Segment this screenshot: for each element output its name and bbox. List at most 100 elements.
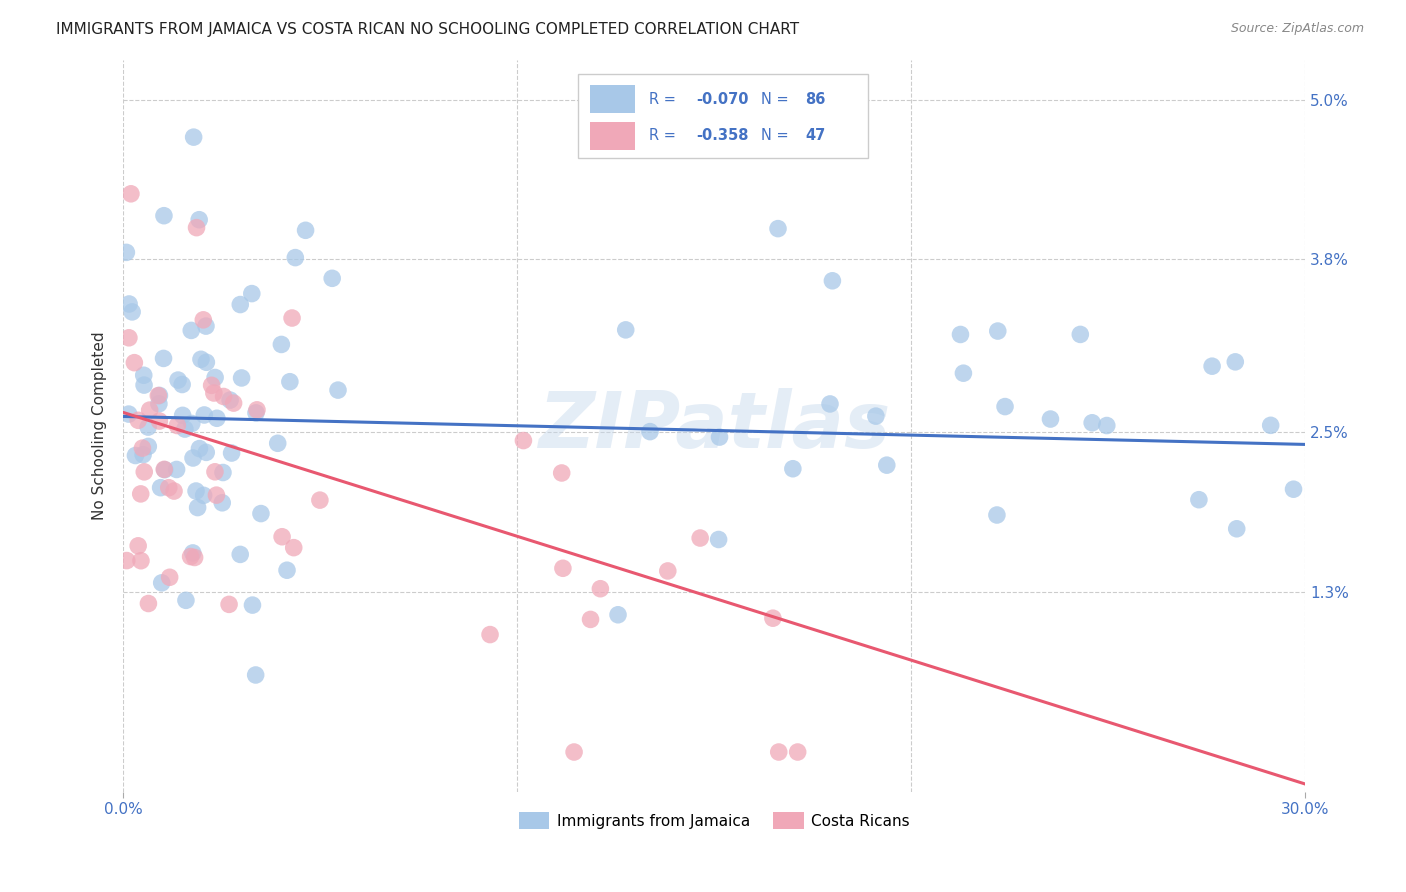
Point — [245, 406, 267, 420]
Point — [153, 209, 176, 223]
Point — [551, 466, 574, 480]
Point — [212, 466, 235, 480]
Point — [987, 324, 1010, 338]
Point — [219, 393, 242, 408]
Point — [193, 313, 215, 327]
Point — [129, 554, 152, 568]
Point — [132, 378, 155, 392]
Point — [250, 507, 273, 521]
Point — [193, 488, 215, 502]
Point — [149, 481, 172, 495]
Point — [205, 488, 228, 502]
Text: -0.070: -0.070 — [696, 92, 749, 107]
Text: R =: R = — [650, 92, 681, 107]
Point — [180, 549, 202, 564]
Point — [148, 388, 170, 402]
Point — [1095, 418, 1118, 433]
Point — [246, 402, 269, 417]
Point — [876, 458, 898, 472]
Point — [818, 397, 841, 411]
Point — [276, 563, 298, 577]
Point — [271, 530, 294, 544]
Text: 86: 86 — [806, 92, 825, 107]
Point — [766, 221, 789, 235]
Y-axis label: No Schooling Completed: No Schooling Completed — [93, 332, 107, 520]
Legend: Immigrants from Jamaica, Costa Ricans: Immigrants from Jamaica, Costa Ricans — [513, 805, 915, 836]
Point — [115, 245, 138, 260]
Point — [614, 323, 637, 337]
Point — [201, 378, 224, 392]
Point — [821, 274, 844, 288]
Point — [689, 531, 711, 545]
Point — [231, 371, 253, 385]
Point — [986, 508, 1008, 522]
Point — [152, 351, 174, 366]
Point — [589, 582, 612, 596]
Point — [163, 484, 186, 499]
Point — [153, 463, 176, 477]
Point — [127, 539, 149, 553]
Point — [180, 323, 202, 337]
Point — [188, 212, 211, 227]
Point — [949, 327, 972, 342]
Point — [134, 465, 156, 479]
Point — [952, 366, 974, 380]
Point — [551, 561, 574, 575]
Text: IMMIGRANTS FROM JAMAICA VS COSTA RICAN NO SCHOOLING COMPLETED CORRELATION CHART: IMMIGRANTS FROM JAMAICA VS COSTA RICAN N… — [56, 22, 800, 37]
Point — [1226, 522, 1249, 536]
Point — [229, 548, 252, 562]
Point — [121, 305, 143, 319]
Point — [184, 483, 207, 498]
Point — [190, 352, 212, 367]
Point — [607, 607, 630, 622]
Point — [181, 546, 204, 560]
Point — [865, 409, 887, 424]
Point — [118, 297, 141, 311]
Point — [136, 420, 159, 434]
Point — [229, 297, 252, 311]
Point — [150, 575, 173, 590]
Point — [994, 400, 1017, 414]
Point — [186, 220, 208, 235]
Point — [281, 311, 304, 326]
Point — [221, 446, 243, 460]
Point — [148, 397, 170, 411]
Point — [762, 611, 785, 625]
Point — [204, 370, 226, 384]
Point — [148, 414, 170, 428]
Point — [124, 449, 146, 463]
FancyBboxPatch shape — [591, 86, 636, 113]
Point — [183, 550, 205, 565]
Point — [174, 422, 197, 436]
Point — [132, 448, 155, 462]
Point — [205, 411, 228, 425]
Point — [211, 496, 233, 510]
Text: ZIPatlas: ZIPatlas — [538, 388, 890, 464]
Point — [1081, 416, 1104, 430]
Point — [782, 461, 804, 475]
Point — [202, 386, 225, 401]
Point — [284, 251, 307, 265]
Point — [707, 533, 730, 547]
Text: R =: R = — [650, 128, 681, 144]
Point — [193, 408, 215, 422]
FancyBboxPatch shape — [578, 74, 868, 159]
Point — [1188, 492, 1211, 507]
Point — [1260, 418, 1282, 433]
Point — [278, 375, 301, 389]
Point — [294, 223, 316, 237]
Point — [166, 418, 188, 433]
Point — [204, 465, 226, 479]
Point — [166, 462, 188, 476]
Point — [562, 745, 585, 759]
Point — [172, 409, 194, 423]
Point — [1069, 327, 1091, 342]
Point — [138, 403, 160, 417]
Point — [479, 627, 502, 641]
Text: N =: N = — [762, 128, 794, 144]
Point — [1201, 359, 1223, 374]
Point — [638, 425, 661, 439]
Point — [786, 745, 808, 759]
Point — [768, 745, 790, 759]
Point — [283, 541, 305, 555]
